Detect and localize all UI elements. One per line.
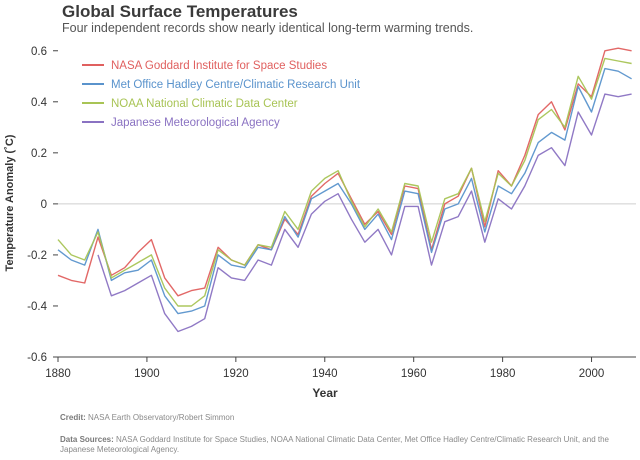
x-tick-label: 1960	[401, 368, 427, 380]
y-tick-label: 0.4	[31, 97, 48, 109]
credit-text: NASA Earth Observatory/Robert Simmon	[88, 413, 235, 422]
series-line-3	[57, 57, 632, 307]
y-axis-title: Temperature Anomaly (˚C)	[4, 134, 16, 271]
legend-label: NOAA National Climatic Data Center	[111, 98, 298, 110]
x-tick-label: 1940	[312, 368, 338, 380]
y-tick-label: 0.2	[31, 148, 47, 160]
y-tick-label: -0.4	[27, 301, 47, 313]
chart-title: Global Surface Temperatures	[62, 2, 298, 21]
x-tick-label: 1980	[490, 368, 516, 380]
data-sources-note: Data Sources: NASA Goddard Institute for…	[60, 435, 620, 455]
credit-label: Credit:	[60, 413, 86, 422]
x-tick-label: 1900	[134, 368, 160, 380]
temperature-chart: -0.6 -0.4 -0.2 0 0.2 0.4 0.6 1880 1900 1920 1940 19…	[4, 46, 636, 400]
series-line-4	[97, 93, 632, 333]
y-tick-label: -0.2	[27, 250, 47, 262]
y-tick-label: -0.6	[27, 352, 47, 364]
chart-subtitle: Four independent records show nearly ide…	[62, 21, 474, 35]
y-tick-label: 0	[41, 199, 47, 211]
x-tick-label: 2000	[579, 368, 605, 380]
legend-label: Met Office Hadley Centre/Climatic Resear…	[111, 79, 361, 91]
x-tick-label: 1920	[223, 368, 249, 380]
credit-note: Credit: NASA Earth Observatory/Robert Si…	[60, 413, 234, 422]
sources-label: Data Sources:	[60, 435, 114, 444]
series-line-2	[57, 67, 632, 315]
legend-label: NASA Goddard Institute for Space Studies	[111, 60, 327, 72]
legend-label: Japanese Meteorological Agency	[111, 117, 280, 129]
sources-text: NASA Goddard Institute for Space Studies…	[60, 435, 609, 454]
y-tick-label: 0.6	[31, 46, 47, 58]
axes: -0.6 -0.4 -0.2 0 0.2 0.4 0.6 1880 1900 1920 1940 19…	[27, 46, 636, 380]
series-lines	[57, 47, 632, 333]
x-axis-title: Year	[312, 386, 338, 400]
legend: NASA Goddard Institute for Space Studies…	[82, 60, 361, 129]
x-tick-label: 1880	[45, 368, 71, 380]
